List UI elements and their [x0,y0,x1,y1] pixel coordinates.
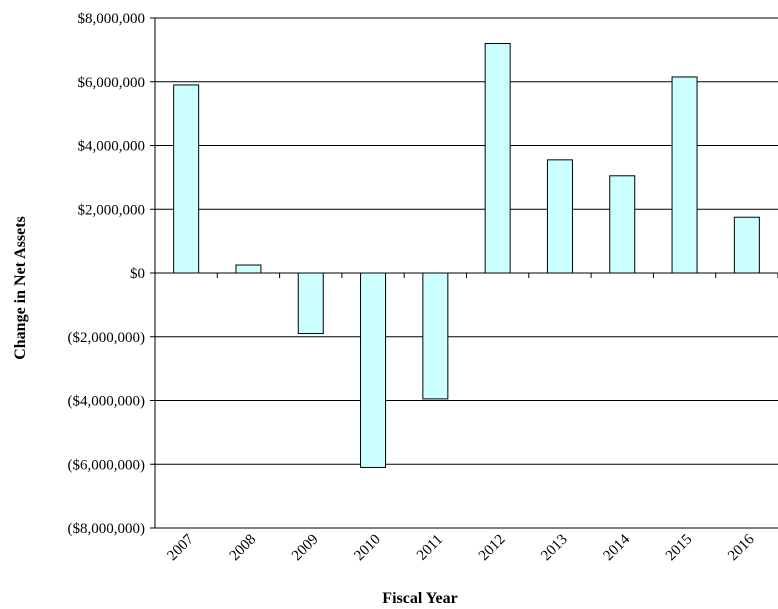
x-tick-label: 2013 [538,532,571,565]
bar-2012 [484,43,511,274]
bar-2010 [360,272,387,468]
x-tick-label: 2011 [414,532,446,564]
y-tick-label: ($6,000,000) [68,457,146,473]
x-tick-label: 2014 [601,531,634,564]
bar-2009 [297,272,324,335]
y-tick-label: $4,000,000 [78,139,146,155]
x-tick-label: 2008 [227,532,260,565]
bar-2007 [173,84,200,274]
bar-2011 [422,272,449,400]
y-axis-title: Change in Net Assets [12,216,29,360]
bar-2013 [546,159,573,274]
bar-2016 [733,216,760,274]
y-tick-label: ($4,000,000) [68,394,146,410]
bar-2015 [671,76,698,274]
x-tick-label: 2015 [663,532,696,565]
x-tick-label: 2012 [476,532,509,565]
x-tick-label: 2007 [164,531,197,564]
x-tick-labels: 2007 2008 2009 2010 2011 2012 2013 2014 2015 2016 [164,531,758,564]
y-tick-label: $6,000,000 [78,75,146,91]
x-axis-title: Fiscal Year [382,590,457,607]
x-tick-label: 2009 [289,532,322,565]
y-tick-labels: $8,000,000 $6,000,000 $4,000,000 $2,000,000… [68,11,146,537]
y-tick-label: ($8,000,000) [68,521,146,537]
y-tick-label: ($2,000,000) [68,330,146,346]
axes [150,17,778,529]
bars [173,43,760,468]
y-tick-label: $8,000,000 [78,11,146,27]
x-tick-label: 2016 [725,531,758,564]
bar-2008 [235,264,262,274]
y-tick-label: $2,000,000 [78,202,146,218]
bar-2014 [609,175,636,274]
y-tick-label: $0 [130,266,145,282]
x-tick-label: 2010 [351,532,384,565]
